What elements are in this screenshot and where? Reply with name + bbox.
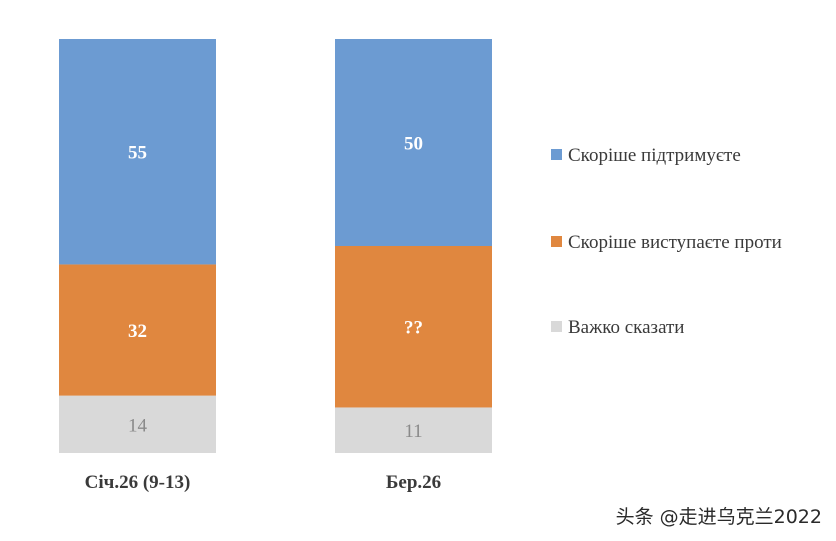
legend-label-hard-to-say: Важко сказати [568, 317, 684, 338]
data-label-hard-to-say-2: 11 [404, 421, 422, 442]
bar-segment-oppose-2 [335, 246, 492, 408]
data-label-support-1: 55 [128, 143, 147, 164]
category-label-2: Бер.26 [386, 472, 441, 493]
data-label-oppose-2: ?? [404, 318, 423, 339]
watermark: 头条 @走进乌克兰2022 [615, 506, 822, 528]
legend-swatch-support [551, 149, 562, 160]
bar-segment-support-1 [59, 39, 216, 265]
bar-segment-hard-to-say-2 [335, 407, 492, 453]
legend-swatch-oppose [551, 236, 562, 247]
bars-group: 14 32 55 11?? 50 [59, 39, 492, 453]
bar-segment-hard-to-say-1 [59, 395, 216, 453]
legend-swatch-hard-to-say [551, 321, 562, 332]
bar-segment-support-2 [335, 39, 492, 246]
category-labels: Січ.26 (9-13) Бер.26 [85, 472, 442, 493]
legend: Скоріше підтримуєте Скоріше виступаєте пр… [551, 145, 782, 338]
data-label-oppose-1: 32 [128, 321, 147, 342]
legend-label-oppose: Скоріше виступаєте проти [568, 232, 782, 253]
data-label-hard-to-say-1: 14 [128, 415, 148, 436]
data-label-support-2: 50 [404, 134, 423, 155]
legend-label-support: Скоріше підтримуєте [568, 145, 741, 166]
category-label-1: Січ.26 (9-13) [85, 472, 191, 493]
bar-segment-oppose-1 [59, 264, 216, 396]
